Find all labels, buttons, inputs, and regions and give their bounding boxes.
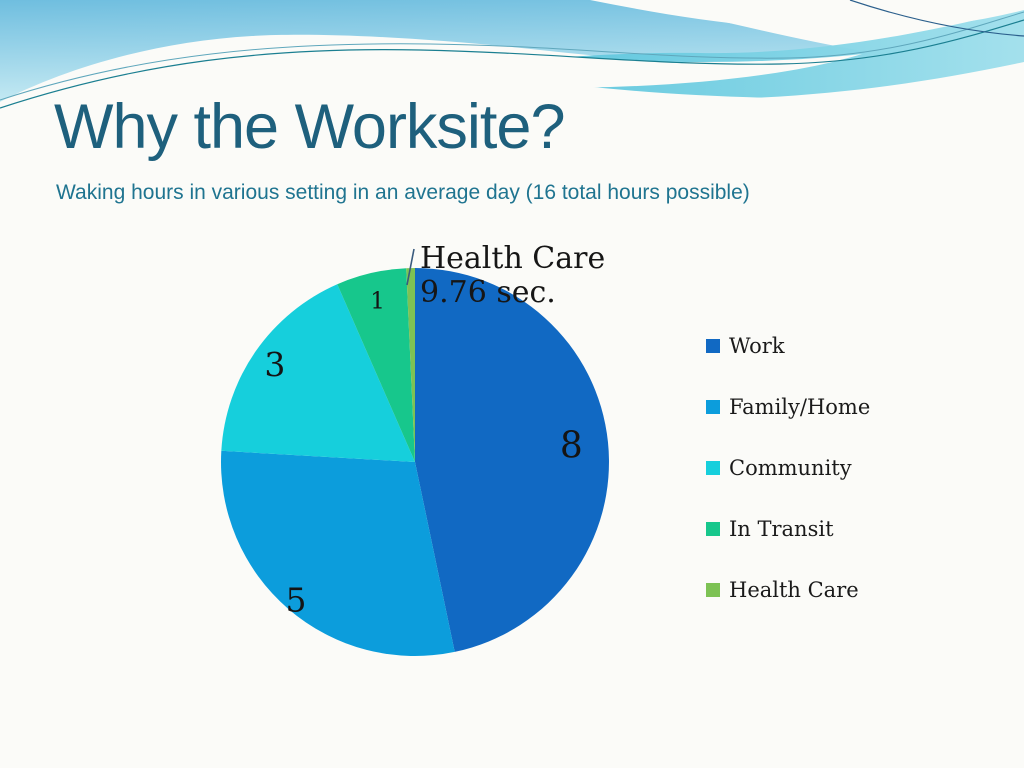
chart-legend: Work Family/Home Community In Transit Health…: [706, 334, 966, 639]
page-subtitle: Waking hours in various setting in an av…: [56, 181, 750, 204]
legend-item-work: Work: [706, 334, 966, 358]
pie-chart: 8 5 3 1: [220, 268, 609, 656]
wave-white-wedge: [590, 0, 1024, 31]
pie-value-label-in-transit: 1: [370, 288, 385, 314]
pie-value-label-family-home: 5: [286, 581, 307, 620]
legend-item-community: Community: [706, 456, 966, 480]
header-wave-decoration: [0, 0, 1024, 235]
legend-label-community: Community: [729, 456, 852, 480]
callout-line2: 9.76 sec.: [420, 274, 556, 310]
legend-item-in-transit: In Transit: [706, 517, 966, 541]
wave-main-band: [0, 0, 868, 102]
callout-health-care: Health Care 9.76 sec.: [420, 242, 680, 309]
callout-leader-line: [406, 248, 415, 286]
legend-item-family-home: Family/Home: [706, 395, 966, 419]
pie-value-label-work: 8: [560, 425, 583, 466]
legend-item-health-care: Health Care: [706, 578, 966, 602]
callout-line1: Health Care: [420, 241, 606, 276]
pie-slice-work: [415, 268, 609, 652]
pie-value-label-community: 3: [264, 345, 285, 384]
page-title: Why the Worksite?: [54, 92, 566, 162]
legend-swatch-family-home: [706, 400, 720, 414]
legend-label-in-transit: In Transit: [729, 517, 834, 541]
legend-swatch-in-transit: [706, 522, 720, 536]
legend-swatch-work: [706, 339, 720, 353]
wave-white-bottom: [0, 38, 1024, 235]
legend-label-family-home: Family/Home: [729, 395, 871, 419]
wave-hairline-teal: [0, 19, 1024, 109]
pie-slice-family-home: [220, 450, 455, 656]
legend-label-health-care: Health Care: [729, 578, 859, 602]
wave-hairline-navy: [849, 0, 1024, 37]
legend-swatch-community: [706, 461, 720, 475]
pie-slice-in-transit: [337, 268, 415, 462]
legend-swatch-health-care: [706, 583, 720, 597]
pie-slice-health-care: [406, 268, 415, 462]
legend-label-work: Work: [729, 334, 785, 358]
pie-slice-community: [221, 284, 415, 462]
wave-hairline-light: [0, 11, 1024, 101]
